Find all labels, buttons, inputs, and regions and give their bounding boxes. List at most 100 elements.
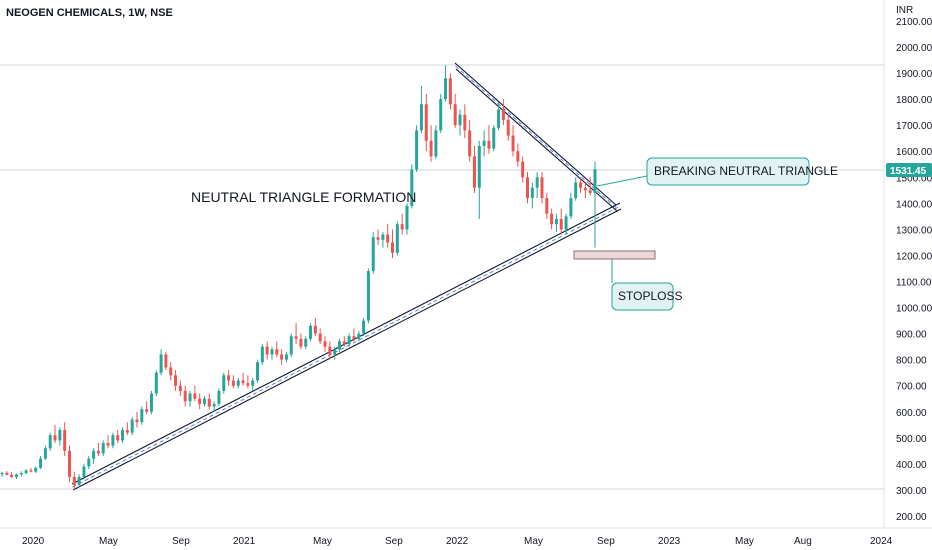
candle-body xyxy=(477,146,481,188)
candle-body xyxy=(395,224,399,253)
candle xyxy=(501,99,505,126)
candle xyxy=(535,172,539,199)
candle xyxy=(362,317,366,337)
time-axis[interactable]: 2020 May Sep 2021 May Sep 2022 May Sep 2023 May Aug… xyxy=(22,536,893,547)
x-tick-label: Sep xyxy=(385,536,403,547)
candle-body xyxy=(275,349,279,355)
candle-body xyxy=(333,349,337,355)
candle-body xyxy=(68,450,71,477)
candle-body xyxy=(337,341,341,350)
candle xyxy=(511,125,515,157)
candle-body xyxy=(501,109,505,120)
last-price-badge: 1531.45 xyxy=(886,163,932,177)
y-tick-label: 1300.00 xyxy=(896,225,932,236)
candle xyxy=(526,172,529,204)
candle xyxy=(275,341,279,358)
candle xyxy=(222,372,226,394)
candle xyxy=(352,328,356,342)
candle-body xyxy=(116,435,120,441)
last-price-badge-text: 1531.45 xyxy=(890,166,927,177)
stoploss-marker[interactable]: STOPLOSS xyxy=(573,250,682,311)
candle-body xyxy=(342,341,346,345)
candle xyxy=(540,172,544,204)
candle xyxy=(53,424,57,444)
breakout-callout[interactable]: BREAKING NEUTRAL TRIANGLE xyxy=(596,157,838,187)
candle xyxy=(284,351,288,363)
candle xyxy=(34,466,38,474)
candle-body xyxy=(125,430,129,433)
candle-body xyxy=(458,114,462,126)
candle xyxy=(559,208,563,235)
candle-body xyxy=(386,234,390,243)
candle-body xyxy=(145,409,149,412)
trendlines xyxy=(71,62,622,491)
candle xyxy=(593,161,597,248)
candle xyxy=(328,341,332,360)
candle xyxy=(458,109,462,136)
candle xyxy=(521,156,525,183)
candle-body xyxy=(251,380,255,386)
candle xyxy=(405,203,409,235)
y-tick-label: 700.00 xyxy=(896,382,927,393)
candle xyxy=(497,101,501,131)
candle xyxy=(135,411,139,428)
candle-body xyxy=(559,218,563,230)
candle xyxy=(125,422,129,436)
y-tick-label: 1500.00 xyxy=(896,173,932,184)
candle xyxy=(424,93,428,152)
candle xyxy=(477,140,481,219)
candle xyxy=(415,125,419,173)
candle xyxy=(198,393,202,410)
candle xyxy=(381,231,385,248)
candle xyxy=(246,375,250,389)
y-tick-label: 2000.00 xyxy=(896,43,932,54)
candle-body xyxy=(183,390,187,402)
ascending-support-line xyxy=(71,202,622,491)
candle-body xyxy=(178,385,182,391)
candle xyxy=(318,328,322,345)
candle xyxy=(550,208,554,230)
candle-body xyxy=(280,354,284,360)
candle-body xyxy=(554,218,558,225)
candle xyxy=(101,440,105,457)
stoploss-callout-box xyxy=(611,282,674,311)
candle xyxy=(554,213,558,232)
y-tick-label: 500.00 xyxy=(896,434,927,445)
price-axis[interactable]: 200.00 300.00 400.00 500.00 600.00 700.00 800.… xyxy=(896,17,932,523)
candle-body xyxy=(347,336,351,345)
candle xyxy=(492,125,496,152)
candle xyxy=(410,164,414,209)
candle-body xyxy=(371,237,375,272)
candle xyxy=(106,435,110,449)
candle xyxy=(299,333,303,350)
candle-body xyxy=(284,354,288,360)
candle xyxy=(169,362,173,381)
candle-body xyxy=(265,346,269,355)
candle-body xyxy=(545,198,549,214)
candle-body xyxy=(376,237,380,240)
candle xyxy=(574,177,578,201)
x-tick-label: Sep xyxy=(597,536,615,547)
candle xyxy=(579,177,583,193)
candle xyxy=(145,401,149,415)
candle-body xyxy=(328,346,332,355)
x-tick-label: May xyxy=(99,536,118,547)
candle-body xyxy=(424,104,428,141)
candle xyxy=(92,448,96,464)
candle-body xyxy=(506,119,510,136)
y-tick-label: 2100.00 xyxy=(896,17,932,28)
candle xyxy=(10,472,14,479)
candle-body xyxy=(482,140,486,147)
candle-body xyxy=(468,130,472,157)
candle xyxy=(400,213,404,235)
candle xyxy=(178,380,182,397)
candle xyxy=(0,471,4,477)
candle-body xyxy=(357,333,361,339)
candle-body xyxy=(53,435,57,441)
candle xyxy=(313,317,317,337)
candle-body xyxy=(19,473,23,475)
candle-body xyxy=(222,375,226,391)
candle-body xyxy=(429,140,433,157)
